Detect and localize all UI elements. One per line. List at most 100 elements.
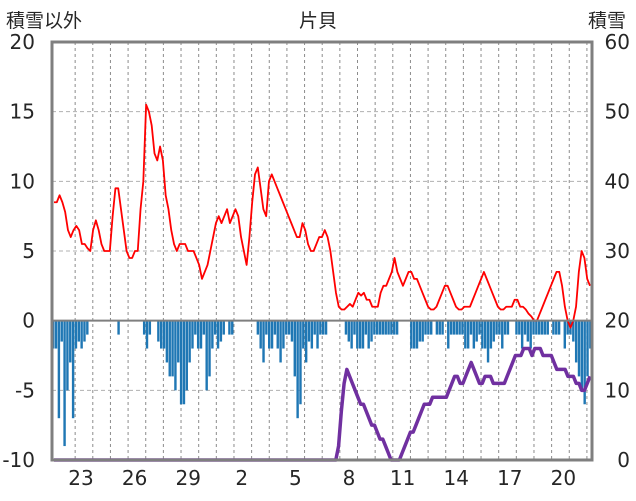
precipitation-bar <box>574 320 578 363</box>
precipitation-bar <box>381 320 385 335</box>
precipitation-bar <box>421 320 424 342</box>
precipitation-bar <box>515 320 518 335</box>
precipitation-bar <box>231 320 234 335</box>
precipitation-bar <box>557 320 561 335</box>
precipitation-bar <box>350 320 353 349</box>
precipitation-bar <box>60 320 63 342</box>
precipitation-bar <box>347 320 350 342</box>
left-tick-label: -10 <box>2 448 35 472</box>
precipitation-bar <box>498 320 501 335</box>
plot-frame <box>50 40 594 462</box>
precipitation-bar <box>410 320 413 349</box>
precipitation-bar <box>466 320 470 349</box>
precipitation-bar <box>199 320 203 349</box>
precipitation-bar <box>168 320 171 377</box>
precipitation-bar <box>356 320 359 349</box>
precipitation-bar <box>319 320 322 335</box>
precipitation-bar <box>441 320 444 335</box>
precipitation-bar <box>171 320 174 377</box>
precipitation-bar <box>566 320 569 335</box>
precipitation-bar <box>501 320 504 349</box>
precipitation-bar <box>182 320 186 405</box>
precipitation-bar <box>145 320 149 349</box>
precipitation-bar <box>452 320 456 335</box>
precipitation-bar <box>577 320 581 377</box>
precipitation-bar <box>344 320 348 335</box>
precipitation-bar <box>228 320 231 335</box>
precipitation-bar <box>162 320 166 349</box>
precipitation-bar <box>262 320 265 363</box>
precipitation-bar <box>322 320 325 335</box>
precipitation-bar <box>552 320 555 335</box>
precipitation-bar <box>393 320 396 335</box>
precipitation-bar <box>185 320 188 391</box>
right-tick-label: 30 <box>605 239 630 263</box>
precipitation-bar <box>387 320 390 335</box>
precipitation-bar <box>117 320 120 335</box>
precipitation-bar <box>370 320 373 342</box>
precipitation-bar <box>66 320 69 391</box>
precipitation-bar <box>486 320 490 363</box>
precipitation-bar <box>282 320 285 349</box>
precipitation-bar <box>293 320 296 377</box>
precipitation-bar <box>390 320 393 335</box>
precipitation-bar <box>205 320 208 391</box>
precipitation-bar <box>449 320 453 335</box>
precipitation-bar <box>464 320 467 349</box>
precipitation-bar <box>447 320 450 349</box>
precipitation-bar <box>418 320 422 342</box>
precipitation-bar <box>222 320 225 335</box>
precipitation-bar <box>265 320 268 335</box>
precipitation-bar <box>285 320 288 335</box>
left-tick-label: 10 <box>10 169 35 193</box>
precipitation-bar <box>142 320 146 335</box>
precipitation-bar <box>469 320 473 335</box>
precipitation-bar <box>503 320 507 335</box>
precipitation-bar <box>353 320 356 335</box>
precipitation-bar <box>219 320 223 342</box>
precipitation-bar <box>216 320 220 349</box>
precipitation-bar <box>290 320 294 342</box>
precipitation-bar <box>529 320 532 349</box>
precipitation-bar <box>191 320 194 349</box>
precipitation-bar <box>256 320 260 335</box>
precipitation-bar <box>478 320 481 335</box>
precipitation-bar <box>461 320 464 335</box>
right-tick-label: 60 <box>605 30 630 54</box>
precipitation-bar <box>86 320 89 335</box>
x-tick-label: 8 <box>343 466 356 490</box>
x-tick-label: 2 <box>235 466 248 490</box>
precipitation-bar <box>177 320 180 363</box>
precipitation-bar <box>540 320 544 335</box>
precipitation-bar <box>589 320 592 349</box>
left-tick-label: 0 <box>22 309 35 333</box>
precipitation-bar <box>174 320 177 391</box>
right-tick-label: 40 <box>605 169 630 193</box>
precipitation-bar <box>302 320 305 349</box>
precipitation-bar <box>563 320 566 349</box>
precipitation-bar <box>279 320 282 363</box>
precipitation-bar <box>211 320 214 349</box>
precipitation-bar <box>506 320 510 335</box>
precipitation-bar <box>580 320 584 391</box>
precipitation-bar <box>214 320 217 335</box>
precipitation-bar <box>430 320 433 335</box>
precipitation-bar <box>435 320 439 335</box>
x-tick-label: 17 <box>497 466 522 490</box>
precipitation-bar <box>376 320 379 335</box>
precipitation-bar <box>532 320 535 335</box>
precipitation-bar <box>316 320 319 349</box>
precipitation-bar <box>520 320 524 349</box>
precipitation-bar <box>535 320 538 335</box>
precipitation-bar <box>489 320 493 349</box>
precipitation-bar <box>373 320 376 335</box>
right-tick-label: 50 <box>605 100 630 124</box>
left-tick-label: 5 <box>22 239 35 263</box>
precipitation-bar <box>586 320 589 377</box>
precipitation-bar <box>495 320 498 335</box>
chart-title: 片貝 <box>299 10 337 32</box>
precipitation-bar <box>481 320 484 349</box>
precipitation-bar <box>157 320 160 342</box>
precipitation-bar <box>492 320 495 342</box>
left-axis-title: 積雪以外 <box>6 10 82 32</box>
